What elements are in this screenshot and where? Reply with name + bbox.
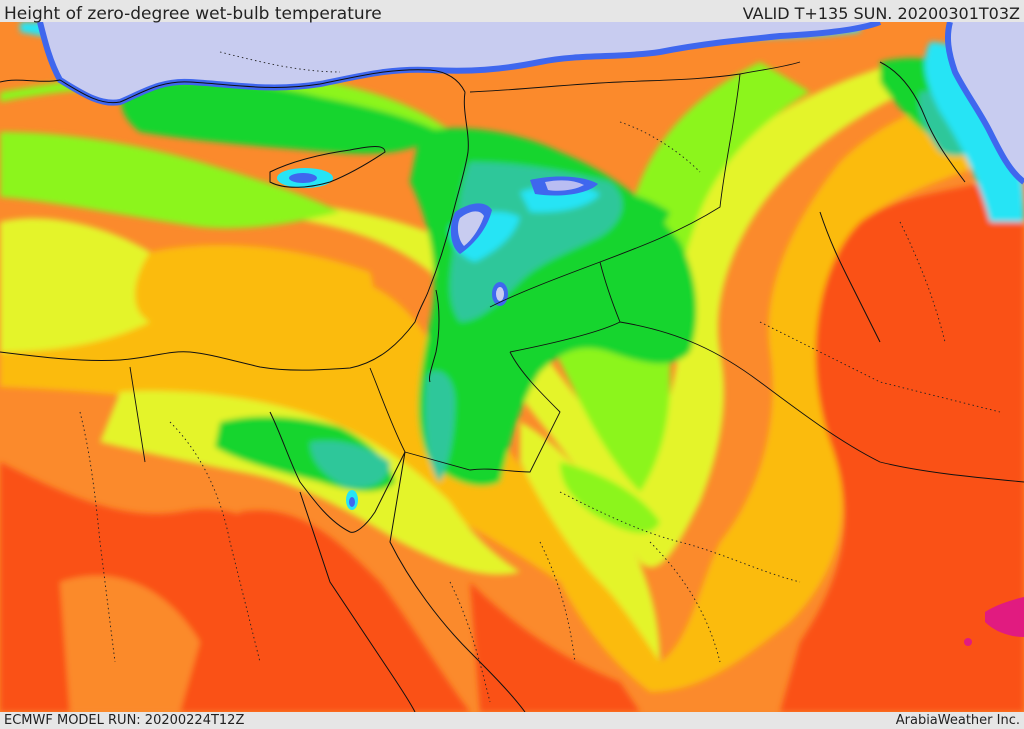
weather-map [0,22,1024,712]
border-syria-iraq [489,73,741,308]
map-title: Height of zero-degree wet-bulb temperatu… [4,4,382,24]
field-lavender-northeast [947,22,1024,182]
coastlines [0,61,966,712]
border-egypt-libya [129,366,146,463]
coast-levant [427,91,469,293]
field-yellow-sinai [100,391,520,575]
field-blue-northeast-edge [944,22,1024,185]
field-lime [0,62,810,492]
field-magenta [985,597,1024,637]
credit-label: ArabiaWeather Inc. [895,713,1020,728]
field-orange-inner [60,575,200,712]
coast-turkey-east [879,61,966,183]
field-blue-sinai [349,497,355,507]
coast-sinai-gulf-suez [269,411,351,533]
country-borders [129,61,1024,483]
field-lime-west [0,132,340,229]
field-yellow-south [520,422,660,662]
field-amber [0,82,1024,692]
border-egypt-israel [369,367,406,453]
border-syria-turkey [469,61,801,93]
coast-persian-gulf [819,211,881,343]
coast-egypt-north [0,291,429,371]
coast-red-sea-east [389,451,526,712]
field-lavender-hermon [496,287,504,301]
valid-time: VALID T+135 SUN. 20200301T03Z [742,4,1020,23]
coast-dead-sea [429,289,440,383]
field-lavender-lebanon [457,211,484,246]
footer-bar: ECMWF MODEL RUN: 20200224T12Z ArabiaWeat… [0,712,1024,729]
province-boundaries [79,51,1001,703]
field-magenta-dot [964,638,972,646]
field-teal-sinai [310,440,390,489]
coast-north-mediterranean [0,69,466,104]
field-blue-cyprus [289,173,317,183]
field-lavender-syria [545,180,584,191]
border-jordan-saudi [509,261,621,353]
field-lavender-north [40,22,880,103]
field-teal-jordan-valley [425,371,455,482]
border-saudi-iraq [619,321,1024,483]
border-jordan-saudi-south [404,351,561,473]
field-yellow-west [0,218,150,352]
coast-red-sea-west [299,491,416,712]
coast-cyprus [269,146,386,188]
model-run-label: ECMWF MODEL RUN: 20200224T12Z [4,713,245,728]
field-red-arabia [780,172,1024,712]
field-amber-sahara [135,244,374,352]
header-bar: Height of zero-degree wet-bulb temperatu… [0,0,1024,24]
map-panel [0,22,1024,712]
field-red-hejaz [470,582,640,712]
coast-sinai-gulf-aqaba [349,451,406,533]
field-lime-south [560,462,660,533]
field-green-northwest [121,80,441,154]
